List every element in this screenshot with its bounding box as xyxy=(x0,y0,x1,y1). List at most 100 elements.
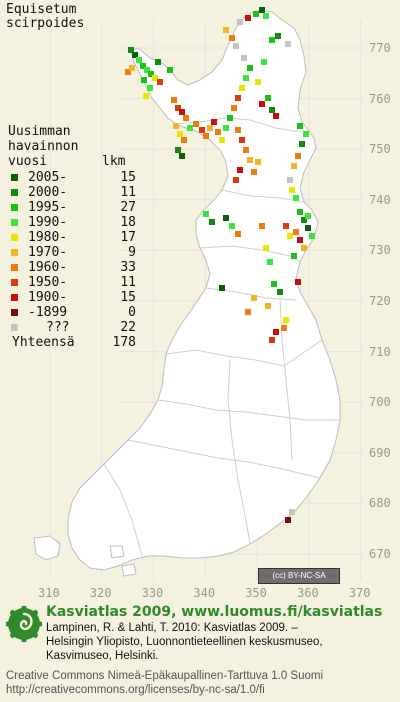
observation-dot xyxy=(243,75,249,81)
legend-title-line1: Uusimman xyxy=(8,124,71,139)
observation-dot xyxy=(275,33,281,39)
observation-dot xyxy=(177,131,183,137)
observation-dot xyxy=(265,95,271,101)
observation-dot xyxy=(295,279,301,285)
legend-count: 15 xyxy=(120,290,136,305)
observation-dot xyxy=(233,177,239,183)
observation-dot xyxy=(273,113,279,119)
legend-period: 1960- xyxy=(28,260,68,275)
x-axis-label: 320 xyxy=(89,586,112,600)
x-axis-label: 310 xyxy=(38,586,60,600)
observation-dot xyxy=(211,119,217,125)
observation-dot xyxy=(179,109,185,115)
observation-dot xyxy=(267,259,273,265)
y-axis-label: 680 xyxy=(369,496,391,511)
observation-dot xyxy=(125,69,131,75)
observation-dot xyxy=(269,107,275,113)
legend-swatch xyxy=(11,219,18,226)
observation-dot xyxy=(141,77,147,83)
observation-dot xyxy=(171,97,177,103)
observation-dot xyxy=(152,75,158,81)
observation-dot xyxy=(259,223,265,229)
legend-swatch xyxy=(11,189,18,196)
observation-dot xyxy=(157,79,163,85)
y-axis-label: 730 xyxy=(369,243,391,258)
observation-dot xyxy=(237,167,243,173)
observation-dot xyxy=(245,309,251,315)
observation-dot xyxy=(273,329,279,335)
observation-dot xyxy=(237,19,243,25)
observation-dot xyxy=(223,125,229,131)
observation-dot xyxy=(241,55,247,61)
legend-swatch xyxy=(11,234,18,241)
observation-dot xyxy=(301,217,307,223)
x-axis-label: 360 xyxy=(297,586,319,600)
observation-dot xyxy=(203,211,209,217)
observation-dot xyxy=(193,121,199,127)
observation-dot xyxy=(199,127,205,133)
license-url[interactable]: http://creativecommons.org/licenses/by-n… xyxy=(6,684,265,696)
y-axis-label: 710 xyxy=(369,344,391,359)
legend-count: 18 xyxy=(120,215,136,230)
legend-total-label: Yhteensä xyxy=(12,335,75,350)
legend-swatch xyxy=(11,294,18,301)
observation-dot xyxy=(251,169,257,175)
legend-count: 9 xyxy=(128,245,136,260)
observation-dot xyxy=(293,195,299,201)
observation-dot xyxy=(233,43,239,49)
observation-dot xyxy=(255,159,261,165)
observation-dot xyxy=(175,105,181,111)
observation-dot xyxy=(227,115,233,121)
legend-swatch xyxy=(11,204,18,211)
observation-dot xyxy=(289,187,295,193)
cc-license-text: BY-NC-SA xyxy=(288,571,326,580)
y-axis-label: 770 xyxy=(369,41,391,55)
legend-count: 33 xyxy=(120,260,136,275)
aland-islands xyxy=(33,535,137,577)
legend-count: 0 xyxy=(128,305,136,320)
observation-dot xyxy=(239,85,245,91)
legend-swatch xyxy=(11,309,18,316)
y-axis-label: 690 xyxy=(369,445,391,460)
observation-dot xyxy=(187,125,193,131)
observation-dot xyxy=(136,57,142,63)
legend-title-line2: havainnon xyxy=(8,139,79,154)
observation-dot xyxy=(263,245,269,251)
legend-total-count: 178 xyxy=(112,335,136,350)
cc-license-badge[interactable]: (cc) BY-NC-SA xyxy=(258,568,340,584)
observation-dot xyxy=(265,303,271,309)
citation-line3: Kasvimuseo, Helsinki. xyxy=(46,650,159,662)
observation-dot xyxy=(231,105,237,111)
observation-markers xyxy=(37,7,315,573)
legend-count: 27 xyxy=(120,200,136,215)
observation-dot xyxy=(175,147,181,153)
observation-dot xyxy=(255,79,261,85)
observation-dot xyxy=(281,325,287,331)
observation-dot xyxy=(183,115,189,121)
observation-dot xyxy=(269,37,275,43)
footer-title[interactable]: Kasviatlas 2009, www.luomus.fi/kasviatla… xyxy=(46,604,383,620)
observation-dot xyxy=(283,223,289,229)
observation-dot xyxy=(144,67,150,73)
species-name-line1: Equisetum xyxy=(6,2,77,17)
observation-dot xyxy=(293,229,299,235)
observation-dot xyxy=(223,215,229,221)
observation-dot xyxy=(269,337,275,343)
y-axis-label: 740 xyxy=(369,192,391,207)
observation-dot xyxy=(289,509,295,515)
legend-swatch xyxy=(11,249,18,256)
observation-dot xyxy=(277,289,283,295)
observation-dot xyxy=(297,209,303,215)
observation-dot xyxy=(235,127,241,133)
legend-period: 1900- xyxy=(28,290,68,305)
x-axis-label: 350 xyxy=(245,586,267,600)
observation-dot xyxy=(259,101,265,107)
observation-dot xyxy=(132,52,138,58)
observation-dot xyxy=(229,223,235,229)
legend-swatch xyxy=(11,279,18,286)
legend-swatch xyxy=(11,264,18,271)
observation-dot xyxy=(147,85,153,91)
observation-dot xyxy=(271,281,277,287)
observation-dot xyxy=(219,285,225,291)
observation-dot xyxy=(203,133,209,139)
